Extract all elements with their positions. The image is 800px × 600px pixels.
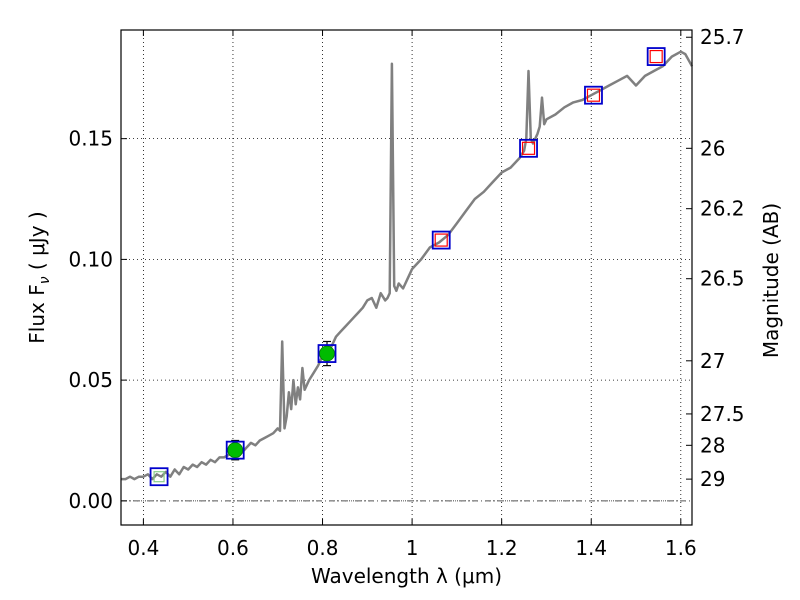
tick-layer: 0.4 0.6 0.8 1 1.2 1.4 1.6 0.00 0.05 0.10 0.15 25.7 2… [68,25,744,560]
y2-tick-label: 26.5 [700,267,745,291]
observed-detection-marker [319,345,335,362]
label-layer: Wavelength λ (μm) Flux Fν ( μJy ) Magnit… [25,203,783,588]
plot-frame [120,29,693,526]
y-tick-label: 0.05 [68,368,113,392]
observed-faint-marker [153,471,165,483]
x-tick-label: 1.4 [575,536,607,560]
y-axis-label-main: Flux F [25,284,49,343]
y2-tick-label: 26 [700,136,725,160]
x-tick-label: 1.2 [486,536,518,560]
model-point-marker [431,230,451,250]
observed-point-marker [586,88,601,102]
y2-tick-label: 26.2 [700,197,745,221]
y-axis-label: Flux Fν ( μJy ) [25,211,53,343]
model-point-marker [317,344,337,363]
x-tick-label: 1 [406,536,419,560]
y2-axis-label: Magnitude (AB) [759,203,783,358]
y-axis-label-unit: ( μJy ) [25,211,49,276]
model-point-marker [519,138,538,158]
y2-tick-label: 25.7 [700,25,745,49]
marker-layer [149,47,666,487]
y-tick-label: 0.10 [68,247,113,271]
model-point-marker [584,85,603,105]
x-tick-label: 0.8 [307,536,339,560]
model-point-marker [149,467,169,487]
series-layer [121,50,694,481]
observed-detection-marker [227,442,244,459]
model-point-marker [646,47,666,66]
observed-point-marker [434,233,448,247]
y-tick-label: 0.15 [68,127,113,151]
observed-point-marker [521,141,536,155]
x-tick-label: 0.6 [217,536,249,560]
x-axis-label: Wavelength λ (μm) [311,564,502,588]
observed-point-marker [649,49,663,64]
grid [121,30,692,525]
y2-tick-label: 27.5 [700,402,745,426]
y-axis-label-sub: ν [37,276,53,284]
y2-tick-label: 28 [700,433,725,457]
y-tick-label: 0.00 [68,489,113,513]
model-point-marker [225,440,245,460]
x-tick-label: 1.6 [665,536,697,560]
x-tick-label: 0.4 [127,536,159,560]
y2-tick-label: 29 [700,467,725,491]
spectrum-line [121,50,694,481]
y2-tick-label: 27 [700,349,725,373]
